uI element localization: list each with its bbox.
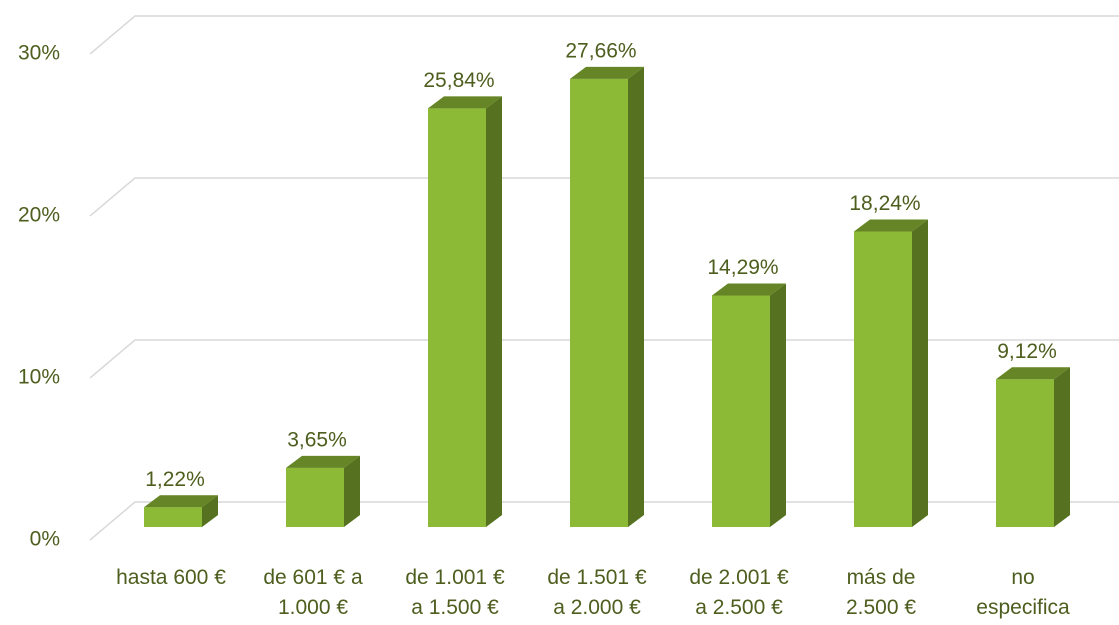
bar-top-shade xyxy=(712,283,786,296)
bar-top-shade xyxy=(286,455,360,468)
grid-line xyxy=(89,501,1119,541)
x-tick-label: más de 2.500 € xyxy=(845,566,917,619)
bar-front xyxy=(854,231,912,527)
bar-top xyxy=(428,96,502,109)
bar-front xyxy=(144,507,202,527)
grid-line xyxy=(89,339,1119,379)
bar-front xyxy=(428,108,486,527)
y-tick-label: 10% xyxy=(18,366,60,389)
bar-top xyxy=(286,455,360,468)
x-tick-label: de 2.001 € a 2.500 € xyxy=(689,566,789,619)
bar xyxy=(854,219,928,527)
data-label: 25,84% xyxy=(423,69,494,92)
grid-line xyxy=(89,177,1119,217)
bar-side xyxy=(1054,367,1070,527)
bar-side-shade xyxy=(628,66,644,528)
bar-top-shade xyxy=(428,96,502,109)
bar-front xyxy=(570,78,628,528)
bar-top-shade xyxy=(854,219,928,232)
y-tick-label: 30% xyxy=(18,42,60,65)
bar-side xyxy=(770,283,786,527)
bar-top-shade xyxy=(996,367,1070,380)
bar-front xyxy=(712,295,770,527)
bar-top xyxy=(570,66,644,79)
bar-top-shade xyxy=(570,66,644,79)
bar-side-shade xyxy=(202,495,218,527)
x-tick-label: de 601 € a 1.000 € xyxy=(263,566,363,619)
bar-side xyxy=(344,455,360,527)
bar xyxy=(996,367,1070,527)
bar xyxy=(286,455,360,527)
bar xyxy=(144,495,218,527)
grid-line xyxy=(89,15,1119,55)
x-tick-label: de 1.501 € a 2.000 € xyxy=(547,566,647,619)
bar-side xyxy=(486,96,502,527)
data-label: 18,24% xyxy=(849,192,920,215)
bar xyxy=(428,96,502,527)
bar-top xyxy=(854,219,928,232)
x-tick-label: no especifica xyxy=(976,566,1070,619)
bar-side-shade xyxy=(1054,367,1070,527)
bar-front xyxy=(996,379,1054,527)
data-label: 27,66% xyxy=(565,39,636,62)
bar-side xyxy=(202,495,218,527)
bar-side xyxy=(912,219,928,527)
bar-top xyxy=(712,283,786,296)
y-tick-label: 20% xyxy=(18,204,60,227)
data-label: 9,12% xyxy=(997,340,1057,363)
bar-side-shade xyxy=(486,96,502,527)
bar-top xyxy=(996,367,1070,380)
bar-side xyxy=(628,66,644,528)
bar-front xyxy=(286,467,344,527)
bar-side-shade xyxy=(770,283,786,527)
data-label: 14,29% xyxy=(707,256,778,279)
data-label: 3,65% xyxy=(287,428,347,451)
bar xyxy=(712,283,786,527)
x-tick-label: hasta 600 € xyxy=(116,566,226,589)
bar-side-shade xyxy=(344,455,360,527)
bar-side-shade xyxy=(912,219,928,527)
bar-top xyxy=(144,495,218,508)
bar xyxy=(570,66,644,528)
x-tick-label: de 1.001 € a 1.500 € xyxy=(405,566,505,619)
y-tick-label: 0% xyxy=(30,528,60,551)
data-label: 1,22% xyxy=(145,468,205,491)
bar-top-shade xyxy=(144,495,218,508)
